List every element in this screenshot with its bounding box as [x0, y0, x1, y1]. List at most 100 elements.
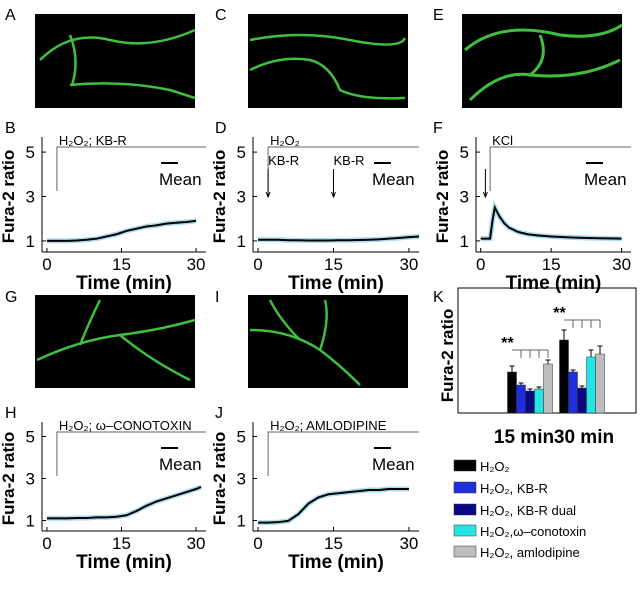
error-bar	[597, 345, 603, 354]
legend-swatch	[453, 503, 477, 516]
x-tick-label: 0	[253, 534, 262, 553]
y-tick-label: 1	[237, 232, 246, 251]
y-tick-label: 3	[460, 188, 469, 207]
bar	[507, 371, 517, 414]
legend-swatch	[453, 524, 477, 537]
bar	[559, 339, 569, 414]
x-tick-label: 15	[324, 534, 343, 553]
panel-label: G	[5, 289, 17, 306]
stimulus-bracket	[489, 146, 631, 191]
legend-label: Mean	[372, 455, 415, 474]
error-bar	[561, 329, 567, 340]
bar	[543, 363, 553, 414]
trace-band	[480, 199, 622, 242]
y-axis-label: Fura-2 ratio	[0, 432, 18, 526]
bar	[586, 356, 596, 414]
bar	[516, 384, 526, 414]
panel-label: F	[433, 120, 443, 137]
arrow-label: KB-R	[333, 153, 364, 168]
x-tick-label: 0	[253, 255, 262, 274]
mean-line	[258, 488, 409, 524]
mean-line	[46, 485, 202, 520]
trace-band	[46, 484, 203, 521]
micrograph	[35, 14, 623, 388]
legend-label: Mean	[372, 170, 415, 189]
stimulus-label: H₂O₂; AMLODIPINE	[270, 418, 387, 433]
x-axis-label: Time (min)	[76, 273, 172, 294]
y-tick-label: 1	[237, 512, 246, 531]
panel-label: H	[5, 405, 17, 422]
x-tick-label: 0	[42, 255, 51, 274]
y-axis-label: Fura-2 ratio	[0, 150, 18, 244]
y-tick-label: 3	[26, 470, 35, 489]
error-bar	[545, 359, 551, 364]
stimulus-label: H₂O₂; ω–CONOTOXIN	[59, 418, 192, 433]
x-tick-label: 30	[612, 255, 631, 274]
mean-line	[480, 204, 622, 240]
panel-label: B	[5, 120, 16, 137]
legend-label: Mean	[159, 455, 202, 474]
stimulus-bracket	[56, 431, 206, 476]
bar	[577, 387, 587, 414]
stimulus-label: KCl	[492, 133, 513, 148]
y-tick-label: 1	[26, 232, 35, 251]
y-tick-label: 1	[26, 512, 35, 531]
y-axis-label: Fura-2 ratio	[433, 150, 452, 244]
legend-swatch	[453, 481, 477, 494]
x-tick-label: 15	[112, 534, 131, 553]
legend-label: H₂O₂	[480, 459, 510, 474]
x-tick-label: 30 min	[554, 427, 614, 448]
stimulus-bracket	[56, 146, 206, 191]
y-tick-label: 1	[460, 232, 469, 251]
x-axis-label: Time (min)	[288, 273, 384, 294]
legend-label: H₂O₂, amlodipine	[480, 545, 580, 560]
x-tick-label: 15	[542, 255, 561, 274]
y-tick-label: 5	[460, 143, 469, 162]
error-bar	[588, 349, 594, 357]
y-tick-label: 5	[237, 428, 246, 447]
legend-swatch	[453, 459, 477, 472]
x-tick-label: 15	[112, 255, 131, 274]
panel-label: J	[215, 405, 223, 422]
significance-label: **	[553, 305, 566, 322]
legend-label: H₂O₂, KB-R dual	[480, 503, 576, 518]
x-tick-label: 30	[399, 255, 418, 274]
x-tick-label: 30	[187, 255, 206, 274]
panel-label: I	[215, 289, 219, 306]
x-tick-label: 30	[187, 534, 206, 553]
x-tick-label: 15	[324, 255, 343, 274]
x-axis-label: Time (min)	[76, 552, 172, 573]
stimulus-bracket	[267, 431, 419, 476]
mean-line	[258, 235, 420, 242]
error-bar	[536, 386, 542, 389]
bar	[568, 371, 578, 414]
arrow	[265, 169, 271, 199]
stimulus-label: H₂O₂; KB-R	[59, 133, 127, 148]
panel-label: C	[215, 7, 227, 24]
y-tick-label: 5	[26, 143, 35, 162]
arrow	[331, 169, 336, 199]
error-bar	[518, 382, 524, 385]
significance-bracket	[564, 319, 601, 328]
x-tick-label: 15 min	[494, 427, 554, 448]
significance-label: **	[501, 335, 514, 352]
error-bar	[527, 388, 533, 391]
x-axis-label: Time (min)	[506, 273, 602, 294]
significance-bracket	[512, 349, 549, 358]
y-tick-label: 3	[237, 188, 246, 207]
error-bar	[570, 369, 576, 372]
panel-label: D	[215, 120, 227, 137]
y-axis-label: Fura-2 ratio	[210, 150, 229, 244]
y-axis-label: Fura-2 ratio	[438, 309, 457, 403]
bar	[525, 390, 535, 414]
legend-label: H₂O₂, KB-R	[480, 481, 548, 496]
legend-swatch	[453, 545, 477, 558]
x-tick-label: 0	[476, 255, 485, 274]
y-tick-label: 3	[26, 188, 35, 207]
bar	[534, 388, 544, 414]
arrow	[482, 169, 488, 199]
arrow-label: KB-R	[268, 153, 299, 168]
x-axis-label: Time (min)	[288, 552, 384, 573]
panel-label: K	[433, 289, 444, 306]
